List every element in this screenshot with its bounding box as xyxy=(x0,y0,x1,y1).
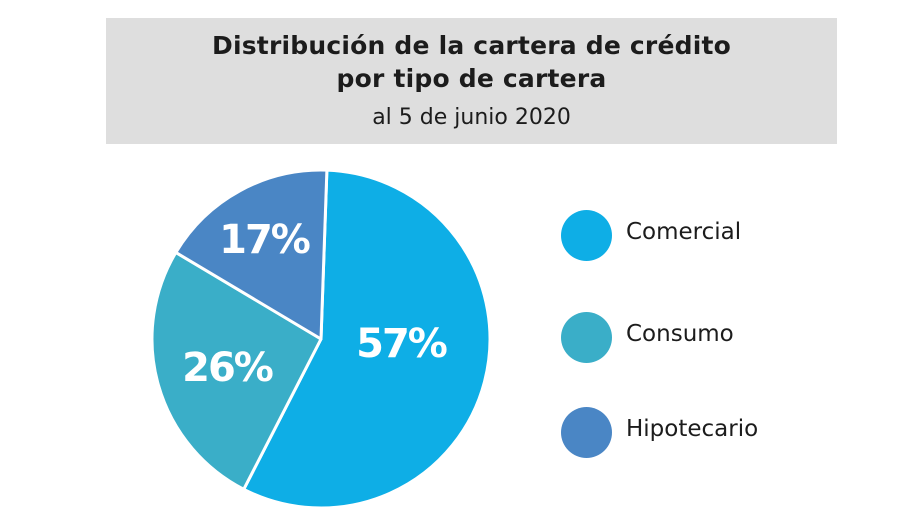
legend-item-hipotecario: Hipotecario xyxy=(561,402,821,462)
legend-swatch-comercial xyxy=(561,210,612,261)
slice-label-comercial: 57% xyxy=(356,321,447,367)
pie-slice-consumo xyxy=(150,250,323,491)
slice-label-consumo: 26% xyxy=(182,345,273,391)
pie-slice-hipotecario xyxy=(174,168,329,341)
legend-swatch-consumo xyxy=(561,312,612,363)
slice-label-hipotecario: 17% xyxy=(219,217,310,263)
legend-item-comercial: Comercial xyxy=(561,205,821,265)
title-band: Distribución de la cartera de crédito po… xyxy=(106,18,837,144)
chart-title-line-2: por tipo de cartera xyxy=(336,64,607,93)
legend-label-comercial: Comercial xyxy=(626,219,742,245)
chart-title-line-1: Distribución de la cartera de crédito xyxy=(212,31,731,60)
legend-label-hipotecario: Hipotecario xyxy=(626,416,759,442)
pie-slice-comercial xyxy=(242,168,492,510)
legend-swatch-hipotecario xyxy=(561,407,612,458)
legend-item-consumo: Consumo xyxy=(561,307,821,367)
legend-label-consumo: Consumo xyxy=(626,321,734,347)
chart-subtitle: al 5 de junio 2020 xyxy=(372,105,571,130)
